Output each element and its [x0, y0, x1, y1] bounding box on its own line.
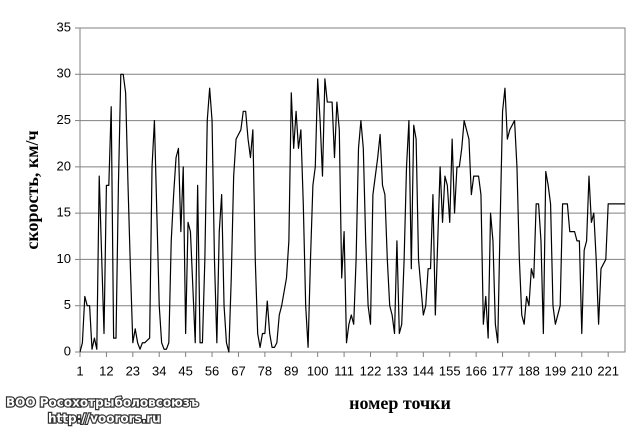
x-tick-label: 144: [412, 363, 434, 378]
x-tick-label: 67: [231, 363, 245, 378]
series-line: [79, 73, 625, 353]
x-tick-label: 1: [76, 363, 83, 378]
x-tick-label: 78: [258, 363, 272, 378]
ticks: 0 5 10 15 20 25 30 35 1 12 23 34 45 56 67 78 89 100 111 122…: [57, 19, 620, 378]
y-tick-label: 10: [57, 251, 71, 266]
x-tick-label: 89: [284, 363, 298, 378]
y-tick-label: 25: [57, 112, 71, 127]
x-tick-label: 133: [386, 363, 408, 378]
x-tick-label: 155: [439, 363, 461, 378]
x-tick-label: 23: [126, 363, 140, 378]
y-tick-label: 30: [57, 66, 71, 81]
x-tick-label: 34: [152, 363, 166, 378]
x-tick-label: 199: [545, 363, 567, 378]
y-tick-label: 20: [57, 158, 71, 173]
x-tick-label: 210: [571, 363, 593, 378]
y-tick-label: 0: [64, 343, 71, 358]
x-tick-label: 122: [360, 363, 382, 378]
x-tick-label: 56: [205, 363, 219, 378]
x-tick-label: 111: [334, 363, 354, 378]
x-tick-label: 45: [178, 363, 192, 378]
x-tick-label: 177: [492, 363, 514, 378]
y-tick-label: 5: [64, 297, 71, 312]
watermark: ВОО Росохотрыболовсоюзъ: [6, 396, 199, 410]
grid: [80, 27, 625, 353]
plot-area: [79, 27, 626, 353]
x-tick-label: 221: [597, 363, 619, 378]
x-tick-label: 12: [99, 363, 113, 378]
x-tick-label: 166: [465, 363, 487, 378]
y-tick-label: 35: [57, 19, 71, 34]
watermark: http://voorors.ru: [48, 412, 161, 426]
x-tick-label: 100: [307, 363, 329, 378]
marks: [79, 73, 625, 353]
y-tick-label: 15: [57, 205, 71, 220]
x-tick-label: 188: [518, 363, 540, 378]
x-axis-title: номер точки: [349, 393, 451, 413]
y-axis-title: скорость, км/ч: [22, 130, 42, 249]
